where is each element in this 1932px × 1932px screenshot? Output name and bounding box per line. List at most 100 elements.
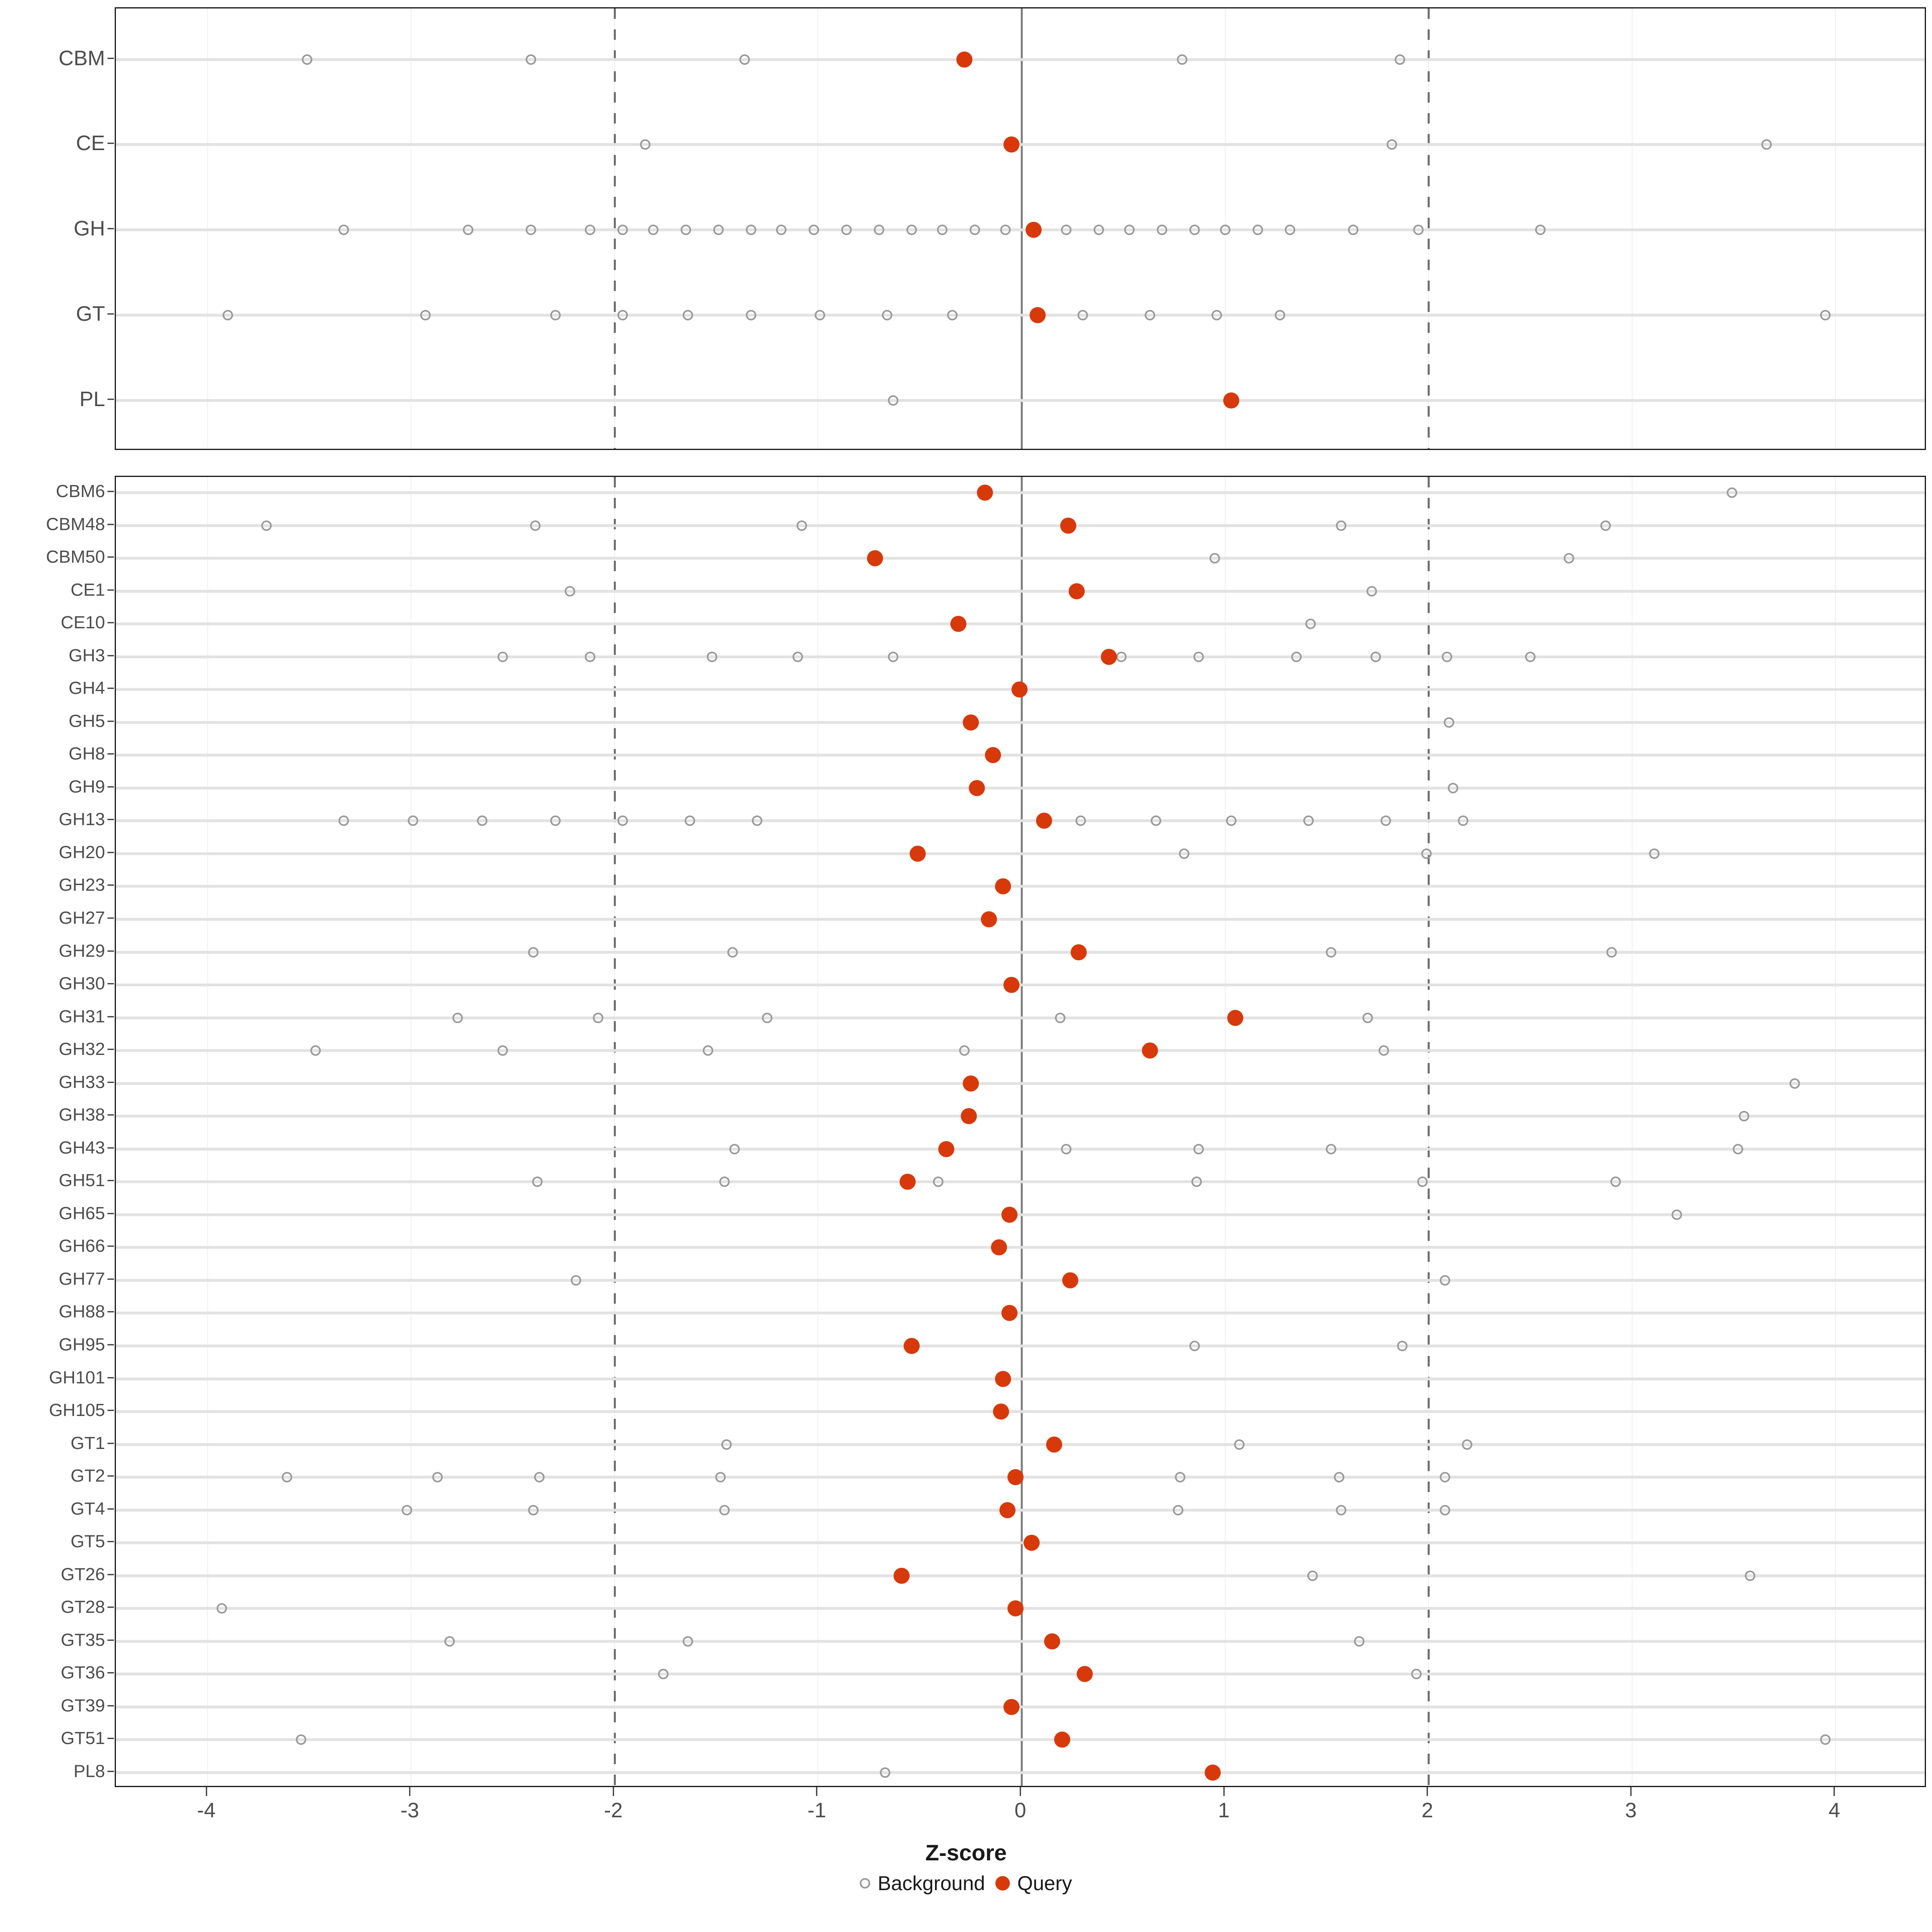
data-point-background [432,1472,443,1483]
data-point-background [796,520,807,531]
data-point-background [703,1045,714,1056]
data-point-background [745,310,756,320]
data-point-background [1220,225,1230,235]
gridline-row [116,885,1925,888]
data-point-background [477,815,488,826]
data-point-background [959,1045,970,1056]
y-axis-tick-label: GH32 [59,1039,105,1059]
data-point-background [550,310,561,320]
y-axis-tick-label: GH8 [68,744,105,764]
data-point-background [408,815,419,826]
data-point-background [1439,1275,1450,1286]
data-point-background [1395,54,1406,65]
data-point-background [1144,310,1155,320]
gridline-row [116,1541,1925,1544]
data-point-background [707,651,718,662]
data-point-background [1193,651,1204,662]
data-point-background [1335,1505,1346,1515]
gridline-row [116,1213,1925,1216]
y-axis-tick-mark [107,786,114,788]
data-point-query [991,1239,1007,1256]
data-point-background [1156,225,1167,235]
gridline-row [116,557,1925,560]
y-axis-tick-mark [107,1443,114,1444]
y-axis-tick-label: GH51 [59,1170,105,1191]
y-axis-tick-mark [107,228,114,229]
panel-family-class [115,7,1926,450]
y-axis-tick-label: GH27 [59,908,105,928]
y-axis-tick-mark [107,753,114,755]
gridline-row [116,1049,1925,1052]
data-point-query [962,1075,979,1092]
data-point-query [1227,1009,1243,1026]
y-axis-tick-label: GT36 [60,1663,105,1683]
gridline-row [116,1672,1925,1676]
y-axis-tick-mark [107,1311,114,1313]
y-axis-tick-mark [107,983,114,985]
y-axis-tick-mark [107,687,114,689]
x-axis-tick-label: 3 [1625,1799,1637,1822]
data-point-query [956,51,973,68]
y-axis-tick-label: GH95 [59,1334,105,1354]
y-axis-tick-label: GH101 [49,1367,105,1387]
data-point-background [1600,520,1611,531]
data-point-query [1026,222,1042,238]
data-point-background [617,225,628,235]
data-point-query [1030,307,1046,323]
gridline-row [116,983,1925,987]
data-point-background [1210,553,1220,564]
data-point-background [1291,651,1302,662]
data-point-background [1275,310,1286,320]
data-point-background [1820,310,1831,320]
y-axis-tick-label: GH5 [68,711,105,731]
y-axis-tick-mark [107,917,114,919]
data-point-query [893,1567,910,1584]
data-point-background [906,225,917,235]
data-point-background [1606,947,1617,958]
legend-item-background[interactable]: Background [860,1872,985,1895]
y-axis-tick-label: CE10 [60,613,105,633]
data-point-background [719,1177,730,1187]
data-point-background [1397,1340,1408,1351]
data-point-background [1305,619,1316,630]
data-point-background [1790,1078,1800,1089]
data-point-query [938,1141,954,1157]
legend-item-query[interactable]: Query [995,1872,1072,1895]
data-point-background [1325,1144,1336,1154]
data-point-query [899,1174,916,1190]
data-point-query [1060,517,1077,534]
data-point-background [719,1505,730,1515]
data-point-background [1525,651,1536,662]
data-point-query [1205,1764,1221,1781]
data-point-query [976,485,993,501]
data-point-background [617,310,628,320]
data-point-background [497,1045,508,1056]
gridline-row [116,228,1925,231]
data-point-query [962,714,979,731]
data-point-background [310,1045,321,1056]
y-axis-tick-mark [107,1639,114,1641]
y-axis-tick-mark [107,142,114,144]
y-axis-tick-mark [107,1606,114,1608]
gridline-row [116,1771,1925,1774]
gridline-row [116,721,1925,724]
y-axis-tick-label: GT51 [60,1728,105,1748]
data-point-background [593,1012,604,1023]
y-axis-tick-label: GT5 [70,1532,105,1552]
data-point-background [296,1734,307,1745]
gridline-row [116,1115,1925,1118]
data-point-background [1439,1472,1450,1483]
y-axis-tick-label: GH30 [59,974,105,994]
gridline-row [116,1148,1925,1151]
gridline-row [116,1640,1925,1643]
gridline-row [116,786,1925,790]
y-axis-tick-mark [107,1344,114,1346]
y-axis-tick-mark [107,1738,114,1739]
gridline-row [116,852,1925,855]
y-axis-tick-mark [107,852,114,853]
x-axis-tick-mark [1020,1787,1021,1796]
gridline-row [116,1082,1925,1085]
data-point-background [682,1636,693,1647]
data-point-background [585,651,596,662]
data-point-background [1061,1144,1072,1154]
